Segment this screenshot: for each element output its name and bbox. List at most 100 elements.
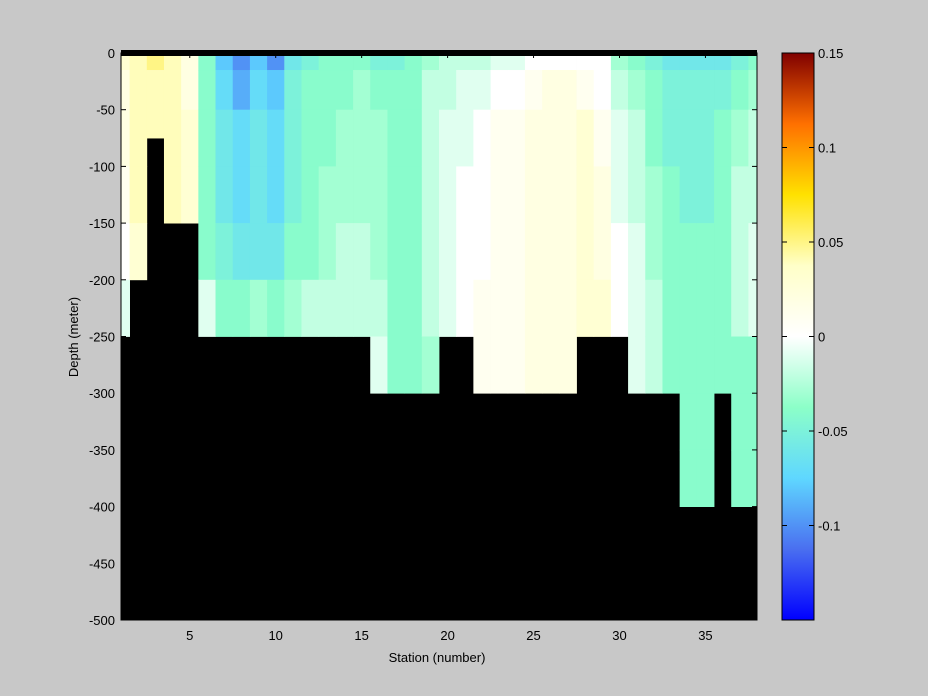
heatmap-cell (439, 279, 457, 337)
heatmap-cell (370, 70, 388, 111)
colorbar-tick-label: 0.05 (818, 235, 843, 250)
heatmap-cell (524, 70, 543, 111)
x-axis-label: Station (number) (389, 650, 486, 665)
heatmap-cell (576, 70, 595, 111)
heatmap-cell (121, 279, 130, 337)
heatmap-cell (353, 53, 371, 71)
heatmap-cell (696, 449, 715, 507)
heatmap-cell (215, 53, 234, 71)
heatmap-cell (628, 53, 646, 71)
heatmap-cell (490, 279, 509, 337)
heatmap-cell (267, 223, 285, 281)
heatmap-cell (542, 70, 560, 111)
heatmap-cell (439, 166, 457, 224)
heatmap-cell (524, 279, 543, 337)
heatmap-cell (696, 53, 715, 71)
heatmap-cell (714, 70, 732, 111)
heatmap-cell (335, 70, 354, 111)
heatmap-cell (696, 109, 715, 167)
heatmap-cell (696, 279, 715, 337)
plot-area (121, 53, 758, 620)
heatmap-cell (507, 53, 526, 71)
heatmap-cell (249, 223, 268, 281)
heatmap-cell (714, 336, 732, 394)
heatmap-cell (593, 279, 612, 337)
heatmap-cell (542, 53, 560, 71)
heatmap-cell (628, 70, 646, 111)
heatmap-cell (645, 279, 663, 337)
heatmap-cell (748, 166, 758, 224)
heatmap-cell (679, 336, 698, 394)
x-tick-label: 30 (612, 628, 626, 643)
heatmap-cell (731, 279, 749, 337)
heatmap-cell (129, 166, 148, 224)
heatmap-cell (301, 53, 320, 71)
heatmap-cell (284, 279, 302, 337)
heatmap-cell (628, 279, 646, 337)
heatmap-cell (559, 223, 577, 281)
heatmap-cell (198, 279, 216, 337)
heatmap-cell (318, 53, 337, 71)
heatmap-cell (301, 109, 320, 167)
heatmap-cell (215, 70, 234, 111)
heatmap-cell (507, 336, 526, 394)
heatmap-cell (473, 279, 491, 337)
y-tick-label: -50 (96, 103, 115, 118)
heatmap-cell (628, 166, 646, 224)
heatmap-cell (679, 393, 698, 451)
y-tick-label: -250 (89, 330, 115, 345)
heatmap-cell (387, 53, 406, 71)
heatmap-cell (542, 336, 560, 394)
heatmap-cell (696, 70, 715, 111)
colorbar-ticks: 0.15 0.1 0.05 0 -0.05 -0.1 (782, 46, 848, 534)
colorbar-tick-label: 0.1 (818, 141, 836, 156)
heatmap-cell (748, 109, 758, 167)
heatmap-cell (473, 336, 491, 394)
surface-bar (121, 50, 757, 56)
heatmap-cell (198, 53, 216, 71)
heatmap-cell (215, 223, 234, 281)
heatmap-cell (249, 166, 268, 224)
heatmap-cell (370, 279, 388, 337)
heatmap-cell (318, 279, 337, 337)
heatmap-cell (662, 336, 681, 394)
heatmap-cell (473, 53, 491, 71)
heatmap-cell (404, 279, 423, 337)
y-tick-label: -500 (89, 613, 115, 628)
heatmap-cell (198, 223, 216, 281)
heatmap-cell (215, 279, 234, 337)
heatmap-cell (645, 166, 663, 224)
heatmap-cell (421, 166, 440, 224)
heatmap-cell (662, 223, 681, 281)
heatmap-cell (610, 279, 629, 337)
heatmap-cell (731, 70, 749, 111)
heatmap-cell (748, 70, 758, 111)
heatmap-cell (593, 109, 612, 167)
x-tick-label: 5 (186, 628, 193, 643)
colorbar-tick-label: 0.15 (818, 46, 843, 61)
colorbar-tick-label: 0 (818, 330, 825, 345)
heatmap-cell (335, 279, 354, 337)
heatmap-cell (456, 109, 474, 167)
heatmap-cell (490, 109, 509, 167)
heatmap-cell (679, 279, 698, 337)
heatmap-cell (121, 109, 130, 167)
heatmap-cell (301, 70, 320, 111)
heatmap-cell (628, 109, 646, 167)
y-tick-label: -200 (89, 273, 115, 288)
heatmap-cell (181, 109, 199, 167)
heatmap-cell (645, 336, 663, 394)
colorbar-tick-label: -0.05 (818, 424, 848, 439)
heatmap-cell (146, 53, 165, 71)
heatmap-cell (748, 336, 758, 394)
heatmap-cell (370, 166, 388, 224)
heatmap-cell (249, 279, 268, 337)
heatmap-cell (284, 70, 302, 111)
heatmap-cell (421, 53, 440, 71)
heatmap-cell (610, 223, 629, 281)
heatmap-cell (507, 109, 526, 167)
heatmap-cell (181, 166, 199, 224)
heatmap-cell (731, 223, 749, 281)
heatmap-cell (524, 166, 543, 224)
heatmap-cell (679, 223, 698, 281)
